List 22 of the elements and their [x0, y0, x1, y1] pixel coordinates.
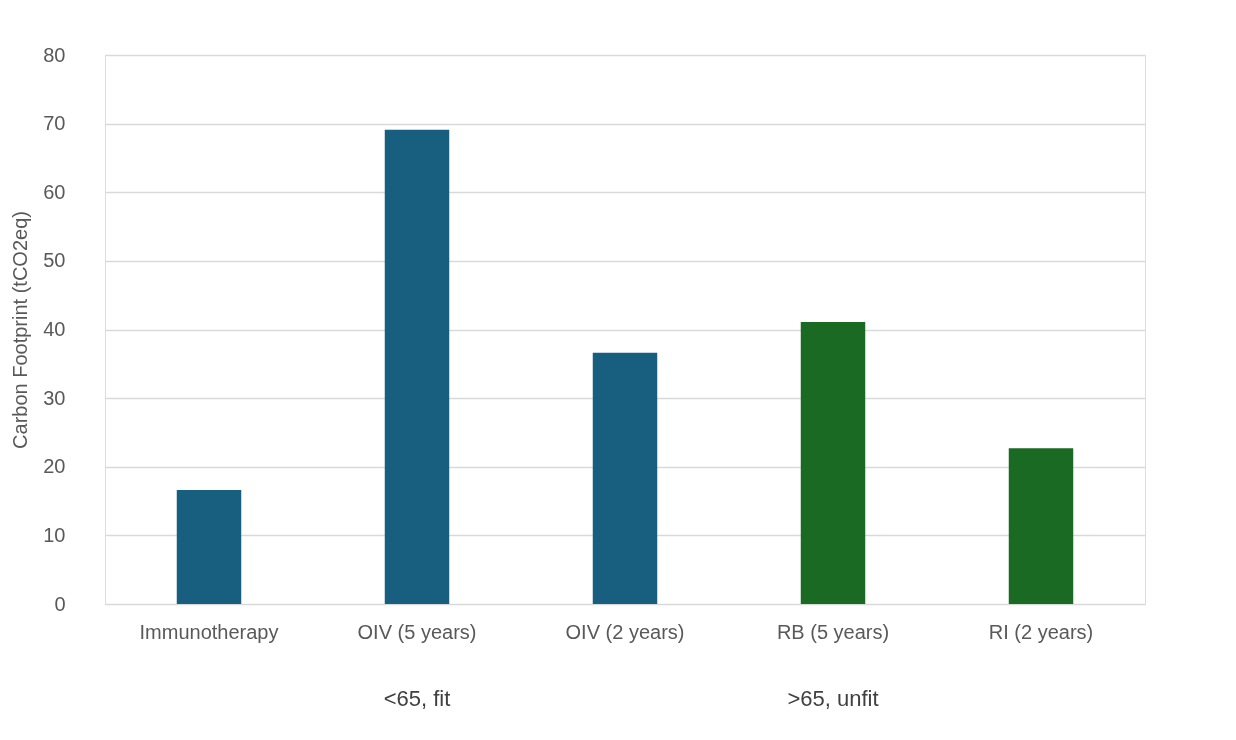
y-tick-label: 20 [43, 455, 66, 478]
x-tick-label: RI (2 years) [988, 620, 1094, 643]
y-tick-label: 60 [43, 180, 66, 203]
y-tick-label: 80 [43, 43, 66, 66]
y-tick-label: 0 [54, 592, 66, 615]
x-tick-label: OIV (5 years) [357, 620, 477, 643]
text: >65, unfit [787, 686, 879, 711]
bar [800, 321, 866, 604]
bar [1008, 448, 1074, 604]
y-tick-label: 10 [43, 523, 66, 546]
x-tick-label: OIV (2 years) [565, 620, 685, 643]
bar [592, 352, 658, 604]
x-tick-label: Immunotherapy [139, 620, 279, 643]
y-tick-label: 40 [43, 318, 66, 340]
text: <65, fit [383, 686, 451, 711]
y-tick-label: 70 [43, 112, 66, 135]
y-axis-title: Carbon Footprint (tCO2eq) [9, 211, 32, 449]
bar [384, 129, 450, 604]
y-tick-label: 50 [43, 249, 66, 272]
y-tick-label: 30 [43, 386, 66, 409]
bar [176, 490, 242, 604]
x-tick-label: RB (5 years) [776, 620, 890, 643]
